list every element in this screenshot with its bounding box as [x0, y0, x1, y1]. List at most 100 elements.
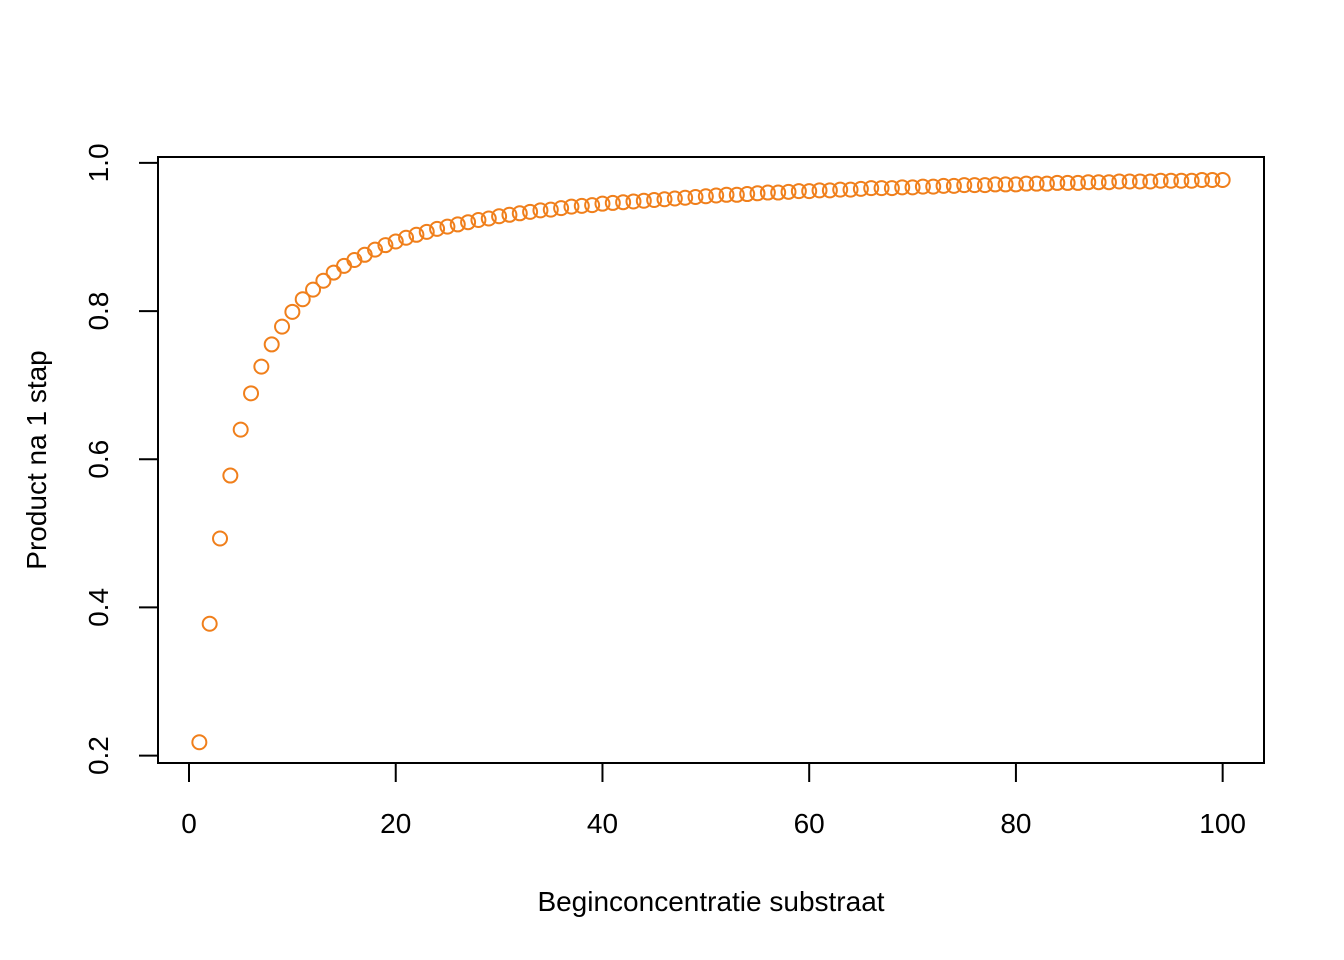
- data-point: [780, 183, 797, 200]
- data-point: [801, 183, 818, 200]
- data-point: [563, 198, 580, 215]
- data-point: [222, 467, 239, 484]
- y-tick-label: 0.6: [83, 440, 114, 479]
- x-tick-label: 20: [380, 808, 411, 839]
- data-point: [1038, 175, 1055, 192]
- data-point: [1111, 173, 1128, 190]
- data-point: [398, 229, 415, 246]
- data-point: [1183, 172, 1200, 189]
- data-point: [542, 201, 559, 218]
- y-axis: 0.2 0.4 0.6 0.8 1.0: [83, 143, 159, 775]
- data-point: [232, 421, 249, 438]
- x-tick-label: 100: [1199, 808, 1246, 839]
- data-point: [1028, 175, 1045, 192]
- data-point: [997, 176, 1014, 193]
- data-point: [470, 211, 487, 228]
- data-point: [883, 180, 900, 197]
- data-point: [191, 734, 208, 751]
- data-point: [553, 200, 570, 217]
- plot-frame: [157, 156, 1265, 764]
- data-point: [418, 223, 435, 240]
- data-point: [1121, 173, 1138, 190]
- y-tick-label: 0.4: [83, 588, 114, 627]
- data-point: [274, 318, 291, 335]
- data-point: [1049, 174, 1066, 191]
- data-point: [1007, 176, 1024, 193]
- data-point: [1173, 172, 1190, 189]
- data-point: [1018, 175, 1035, 192]
- data-point: [263, 336, 280, 353]
- data-point: [749, 185, 766, 202]
- data-point: [387, 233, 404, 250]
- data-point: [966, 177, 983, 194]
- data-point: [811, 182, 828, 199]
- data-point: [253, 358, 270, 375]
- data-point: [201, 615, 218, 632]
- data-point: [708, 187, 725, 204]
- data-points: [191, 171, 1231, 751]
- data-point: [305, 281, 322, 298]
- data-point: [821, 182, 838, 199]
- data-point: [1090, 174, 1107, 191]
- data-point: [367, 241, 384, 258]
- data-point: [842, 181, 859, 198]
- data-point: [1080, 174, 1097, 191]
- x-tick-label: 0: [181, 808, 197, 839]
- data-point: [646, 191, 663, 208]
- data-point: [1059, 174, 1076, 191]
- data-point: [697, 188, 714, 205]
- data-point: [325, 264, 342, 281]
- data-point: [294, 291, 311, 308]
- x-tick-label: 60: [794, 808, 825, 839]
- data-point: [677, 189, 694, 206]
- data-point: [429, 220, 446, 237]
- data-point: [1069, 174, 1086, 191]
- data-point: [408, 226, 425, 243]
- x-axis: 0 20 40 60 80 100: [181, 762, 1246, 839]
- data-point: [1152, 172, 1169, 189]
- data-point: [1142, 173, 1159, 190]
- y-tick-label: 0.8: [83, 292, 114, 331]
- data-point: [790, 183, 807, 200]
- data-point: [284, 303, 301, 320]
- data-point: [573, 197, 590, 214]
- y-tick-label: 0.2: [83, 736, 114, 775]
- data-point: [1193, 171, 1210, 188]
- data-point: [522, 203, 539, 220]
- x-tick-label: 80: [1000, 808, 1031, 839]
- data-point: [956, 177, 973, 194]
- data-point: [635, 192, 652, 209]
- x-tick-label: 40: [587, 808, 618, 839]
- data-point: [1131, 173, 1148, 190]
- data-point: [532, 202, 549, 219]
- data-point: [656, 191, 673, 208]
- data-point: [687, 189, 704, 206]
- data-point: [863, 180, 880, 197]
- data-point: [852, 180, 869, 197]
- data-point: [449, 216, 466, 233]
- data-point: [873, 180, 890, 197]
- data-point: [925, 178, 942, 195]
- data-point: [212, 530, 229, 547]
- data-point: [491, 208, 508, 225]
- data-point: [935, 177, 952, 194]
- data-point: [987, 176, 1004, 193]
- y-axis-label: Product na 1 stap: [21, 350, 52, 569]
- data-point: [770, 184, 787, 201]
- data-point: [1100, 174, 1117, 191]
- data-point: [832, 181, 849, 198]
- data-point: [594, 195, 611, 212]
- data-point: [584, 197, 601, 214]
- data-point: [728, 186, 745, 203]
- data-point: [945, 177, 962, 194]
- data-point: [460, 214, 477, 231]
- data-point: [480, 210, 497, 227]
- data-point: [243, 385, 260, 402]
- y-tick-label: 1.0: [83, 143, 114, 182]
- data-point: [1162, 172, 1179, 189]
- data-point: [904, 179, 921, 196]
- data-point: [1204, 171, 1221, 188]
- data-point: [315, 272, 332, 289]
- data-point: [1214, 171, 1231, 188]
